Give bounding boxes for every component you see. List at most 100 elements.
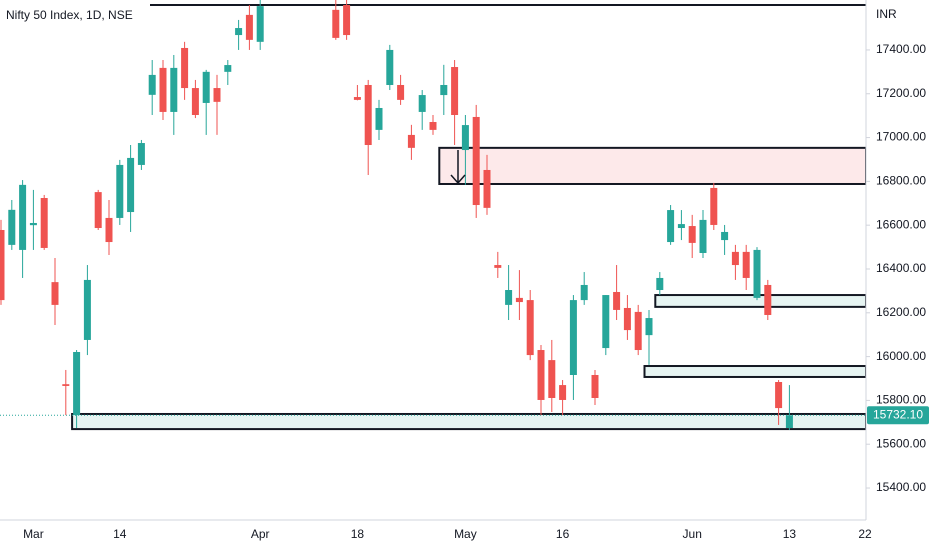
candle-body xyxy=(721,231,729,241)
candle-body xyxy=(116,164,124,218)
zone xyxy=(438,146,866,185)
x-tick-label: 18 xyxy=(351,527,365,541)
last-price-box xyxy=(867,406,929,425)
candle-body xyxy=(181,47,189,89)
candle-body xyxy=(159,67,167,112)
y-tick-label: 16000.00 xyxy=(876,349,926,363)
candle-body xyxy=(505,290,513,305)
candle-body xyxy=(785,415,793,429)
candle-body xyxy=(602,295,610,349)
candle-body xyxy=(764,284,772,315)
candle-body xyxy=(483,169,491,208)
y-tick-label: 16400.00 xyxy=(876,261,926,275)
candle-body xyxy=(191,88,199,115)
candle-body xyxy=(51,282,59,305)
candle-body xyxy=(235,28,243,36)
candle-body xyxy=(170,67,178,112)
chart-title: Nifty 50 Index, 1D, NSE xyxy=(6,8,133,22)
x-tick-label: 16 xyxy=(556,527,570,541)
candle-body xyxy=(407,134,415,148)
candle-body xyxy=(667,210,675,243)
plot-area xyxy=(0,0,866,431)
candle-body xyxy=(440,84,448,96)
y-tick-label: 17200.00 xyxy=(876,86,926,100)
candle-body xyxy=(623,307,631,331)
x-tick-label: Mar xyxy=(23,527,44,541)
candle-body xyxy=(62,384,70,386)
candle-body xyxy=(461,125,469,151)
zone xyxy=(643,365,866,378)
candle-body xyxy=(580,284,588,301)
candle-body xyxy=(332,9,340,38)
candle-body xyxy=(8,209,16,245)
x-tick-label: 22 xyxy=(858,527,872,541)
arrow xyxy=(450,150,466,185)
candle-body xyxy=(245,14,253,40)
candle-body xyxy=(94,192,102,229)
candle-body xyxy=(634,311,642,351)
y-tick-label: 17000.00 xyxy=(876,130,926,144)
candle-body xyxy=(202,71,210,103)
candle-body xyxy=(548,360,556,398)
candle-body xyxy=(677,224,685,229)
candle-body xyxy=(213,88,221,102)
candle-body xyxy=(397,84,405,100)
y-tick-label: 15400.00 xyxy=(876,480,926,494)
x-tick-label: Apr xyxy=(251,527,270,541)
candle-body xyxy=(656,277,664,291)
candle-body xyxy=(710,187,718,225)
candle-body xyxy=(224,65,232,72)
candle-body xyxy=(256,6,264,42)
x-tick-label: Jun xyxy=(683,527,702,541)
candle-body xyxy=(591,374,599,398)
candle-body xyxy=(364,84,372,146)
candle-body xyxy=(19,184,27,250)
candle-body xyxy=(699,219,707,253)
candle-body xyxy=(127,157,135,213)
candle-body xyxy=(40,198,48,248)
x-tick-label: May xyxy=(454,527,477,541)
candle-body xyxy=(742,251,750,278)
y-tick-label: 16800.00 xyxy=(876,174,926,188)
candle-body xyxy=(353,97,361,100)
candle-body xyxy=(451,67,459,115)
candle-body xyxy=(645,318,653,336)
y-tick-label: 15800.00 xyxy=(876,393,926,407)
candle-body xyxy=(731,251,739,266)
y-tick-label: 16600.00 xyxy=(876,217,926,231)
candle-body xyxy=(83,279,91,340)
candle-body xyxy=(418,95,426,112)
zone xyxy=(71,412,866,431)
candle-body xyxy=(0,229,5,301)
candle-body xyxy=(375,107,383,130)
candle-body xyxy=(429,122,437,130)
candle-body xyxy=(559,385,567,400)
candle-body xyxy=(688,226,696,243)
candle-body xyxy=(105,217,113,243)
y-tick-label: 16200.00 xyxy=(876,305,926,319)
candle-body xyxy=(148,74,156,95)
candle-body xyxy=(472,116,480,206)
zone xyxy=(654,294,866,308)
candle-body xyxy=(753,249,761,298)
x-tick-label: 13 xyxy=(783,527,797,541)
y-tick-label: 15600.00 xyxy=(876,436,926,450)
candle-body xyxy=(29,222,37,226)
title-backdrop xyxy=(0,4,150,26)
x-tick-label: 14 xyxy=(113,527,127,541)
candle-body xyxy=(343,5,351,36)
candle-body xyxy=(526,300,534,356)
candle-body xyxy=(73,351,81,416)
candle-body xyxy=(494,265,502,268)
y-axis-label: INR xyxy=(876,7,897,21)
candle-body xyxy=(386,49,394,85)
candle-body xyxy=(137,143,145,165)
last-price-label: 15732.10 xyxy=(873,407,923,421)
candle-body xyxy=(537,350,545,400)
y-tick-label: 17400.00 xyxy=(876,42,926,56)
candle-body xyxy=(775,382,783,409)
candle-body xyxy=(515,297,523,303)
candle-body xyxy=(569,300,577,375)
